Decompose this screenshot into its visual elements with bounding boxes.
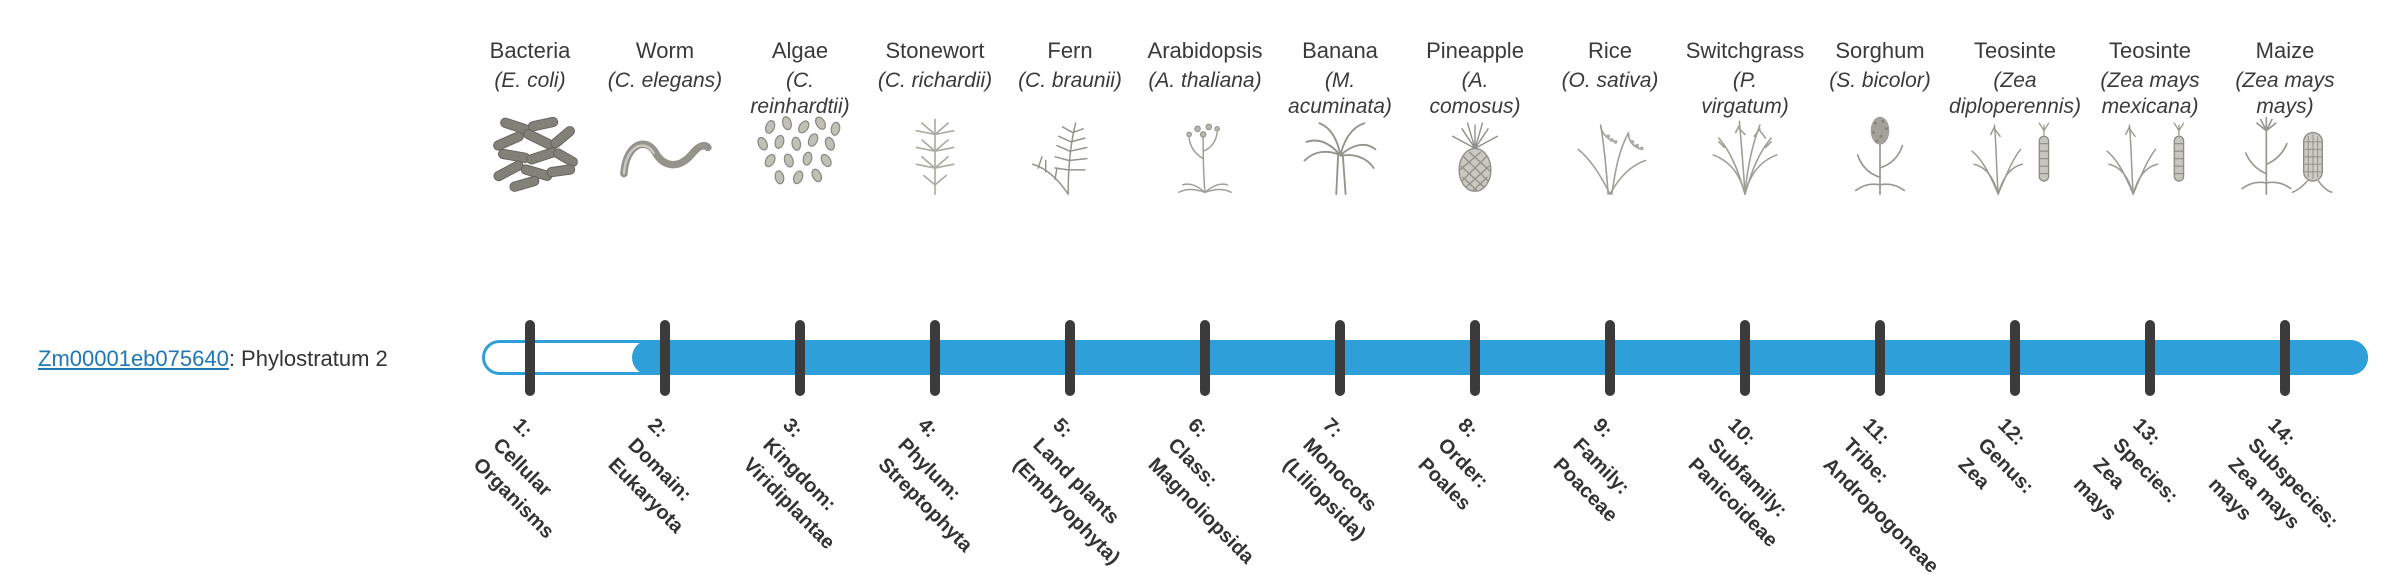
stratum-tick [2145,320,2155,396]
organism-name: Switchgrass [1685,38,1805,63]
stratum-tick [1200,320,1210,396]
organism-name: Maize [2255,38,2315,63]
maize-plant-icon [2215,112,2355,196]
stratum-column: Rice (O. sativa) 9: Family: Poaceae [1540,0,1680,580]
organism-scientific-name: (O. sativa) [1561,69,1659,92]
organism-name: Banana [1302,38,1378,63]
stratum-label: 14: Subspecies: Zea mays mays [2203,414,2343,534]
stratum-label: 2: Domain: Eukaryota [603,414,696,538]
organism-scientific-name: (S. bicolor) [1829,69,1931,92]
phylostratum-track-fill [632,340,2368,375]
organism-name: Sorghum [1835,38,1925,63]
organism-name: Bacteria [489,38,571,63]
gene-phylostratum-text: : Phylostratum 2 [228,346,388,371]
banana-plant-icon [1270,112,1410,196]
pineapple-icon [1405,112,1545,196]
stratum-tick [1470,320,1480,396]
organism-name: Rice [1587,38,1632,63]
organism-name: Stonewort [885,38,985,63]
organism-scientific-name: (A. thaliana) [1148,69,1262,92]
organism-scientific-name: (C. reinhardtii) [750,69,850,119]
stratum-label: 1: Cellular Organisms [468,414,559,544]
organism-scientific-name: (M. acuminata) [1288,69,1392,119]
stratum-label: 10: Subfamily: Panicoideae [1683,414,1792,552]
rice-plant-icon [1540,112,1680,196]
organism-scientific-name: (Zea mays mays) [2235,69,2335,119]
organism-scientific-name: (A. comosus) [1429,69,1521,119]
stratum-column: Teosinte (Zea diploperennis) 12: Genus: … [1945,0,2085,580]
stratum-tick [2010,320,2020,396]
stratum-tick [660,320,670,396]
stratum-column: Sorghum (S. bicolor) 11: Tribe: Andropog… [1810,0,1950,580]
fern-icon [1000,112,1140,196]
stratum-tick [1065,320,1075,396]
algae-icon [730,112,870,196]
organism-scientific-name: (E. coli) [494,69,566,92]
organism-scientific-name: (P. virgatum) [1701,69,1789,119]
stratum-tick [1605,320,1615,396]
stratum-column: Banana (M. acuminata) 7: Monocots (Lilio… [1270,0,1410,580]
organism-scientific-name: (Zea diploperennis) [1949,69,2081,119]
organism-name: Algae [771,38,829,63]
worm-icon [595,112,735,196]
stratum-tick [795,320,805,396]
stratum-tick [1875,320,1885,396]
stratum-column: Stonewort (C. richardii) 4: Phylum: Stre… [865,0,1005,580]
stratum-tick [1335,320,1345,396]
organism-scientific-name: (C. richardii) [877,69,993,92]
stratum-tick [930,320,940,396]
stratum-column: Switchgrass (P. virgatum) 10: Subfamily:… [1675,0,1815,580]
stratum-label: 4: Phylum: Streptophyta [873,414,977,557]
stratum-label: 13: Species: Zea mays [2068,414,2183,526]
stratum-label: 7: Monocots (Liliopsida) [1278,414,1381,545]
stratum-label: 9: Family: Poaceae [1548,414,1634,527]
organism-name: Pineapple [1426,38,1524,63]
stonewort-icon [865,112,1005,196]
stratum-column: Algae (C. reinhardtii) 3: Kingdom: Virid… [730,0,870,580]
stratum-column: Bacteria (E. coli) 1: Cellular Organisms [460,0,600,580]
stratum-column: Worm (C. elegans) 2: Domain: Eukaryota [595,0,735,580]
stratum-label: 12: Genus: Zea [1953,414,2038,499]
switchgrass-icon [1675,112,1815,196]
arabidopsis-icon [1135,112,1275,196]
stratum-tick [2280,320,2290,396]
stratum-column: Pineapple (A. comosus) 8: Order: Poales [1405,0,1545,580]
stratum-tick [525,320,535,396]
organism-name: Arabidopsis [1147,38,1263,63]
stratum-label: 8: Order: Poales [1413,414,1493,515]
organism-name: Teosinte [1974,38,2056,63]
organism-name: Worm [635,38,695,63]
teosinte-plant-icon [1945,112,2085,196]
organism-scientific-name: (Zea mays mexicana) [2100,69,2200,119]
stratum-label: 3: Kingdom: Viridiplantae [738,414,841,554]
stratum-column: Maize (Zea mays mays) 14: Subspecies: Ze… [2204,0,2355,580]
gene-label: Zm00001eb075640: Phylostratum 2 [38,346,388,372]
organism-name: Fern [1047,38,1093,63]
stratum-column: Teosinte (Zea mays mexicana) 13: Species… [2069,0,2220,580]
organism-scientific-name: (C. braunii) [1018,69,1122,92]
bacteria-icon [460,112,600,196]
sorghum-icon [1810,112,1950,196]
organism-scientific-name: (C. elegans) [607,69,723,92]
stratum-column: Arabidopsis (A. thaliana) 6: Class: Magn… [1135,0,1275,580]
gene-id-link[interactable]: Zm00001eb075640 [38,346,229,371]
stratum-tick [1740,320,1750,396]
teosinte-mexicana-icon [2080,112,2220,196]
stratum-column: Fern (C. braunii) 5: Land plants (Embryo… [1000,0,1140,580]
organism-name: Teosinte [2109,38,2191,63]
